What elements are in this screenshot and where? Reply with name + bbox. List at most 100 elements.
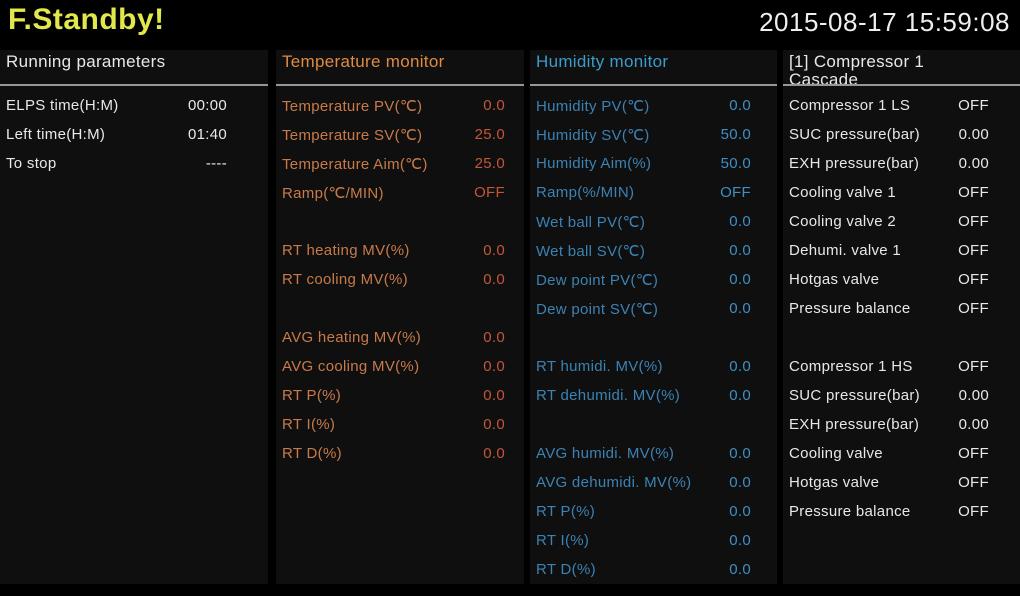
panel-header: Temperature monitor — [276, 50, 524, 86]
row-label: Cooling valve 1 — [789, 184, 897, 201]
monitor-row: AVG cooling MV(%) 0.0 — [276, 352, 524, 381]
row-label: ELPS time(H:M) — [6, 97, 119, 114]
row-label: Dew point SV(℃) — [536, 300, 659, 318]
row-label: To stop — [6, 155, 57, 172]
row-label: EXH pressure(bar) — [789, 416, 920, 433]
row-value: 50.0 — [720, 126, 751, 143]
monitor-row: Temperature SV(℃) 25.0 — [276, 120, 524, 149]
panel-header-line1: Running parameters — [6, 52, 166, 71]
row-label: Humidity Aim(%) — [536, 155, 652, 172]
row-label: Temperature Aim(℃) — [282, 155, 428, 173]
row-value: 0.00 — [958, 155, 989, 172]
row-label: Hotgas valve — [789, 271, 880, 288]
row-value: 0.00 — [958, 416, 989, 433]
panel-rows: Compressor 1 LS OFF SUC pressure(bar) 0.00 E… — [783, 86, 1020, 526]
row-value: OFF — [958, 97, 989, 114]
monitor-row: Ramp(℃/MIN) OFF — [276, 178, 524, 207]
datetime: 2015-08-17 15:59:08 — [759, 7, 1010, 37]
panels-area: Running parameters ELPS time(H:M) 00:00 Le… — [0, 50, 1020, 584]
spacer-row — [530, 410, 777, 439]
row-label: Compressor 1 HS — [789, 358, 913, 375]
row-value: 25.0 — [474, 155, 505, 172]
row-label: RT D(%) — [282, 445, 342, 462]
monitor-row: RT P(%) 0.0 — [530, 497, 777, 526]
row-value: ---- — [205, 155, 227, 172]
monitor-row: RT D(%) 0.0 — [276, 439, 524, 468]
panel-rows: ELPS time(H:M) 00:00 Left time(H:M) 01:40 To… — [0, 86, 268, 178]
monitor-row: Cooling valve 2 OFF — [783, 207, 1020, 236]
row-label: Cooling valve 2 — [789, 213, 897, 230]
row-value: 0.0 — [729, 532, 751, 549]
monitor-row: Wet ball PV(℃) 0.0 — [530, 207, 777, 236]
row-value: 0.0 — [483, 387, 505, 404]
row-label: RT dehumidi. MV(%) — [536, 387, 681, 404]
titlebar: F.Standby! 2015-08-17 15:59:08 — [0, 0, 1020, 50]
row-label: Ramp(%/MIN) — [536, 184, 635, 201]
row-value: OFF — [958, 213, 989, 230]
row-label: Hotgas valve — [789, 474, 880, 491]
row-value: 50.0 — [720, 155, 751, 172]
monitor-row: Humidity SV(℃) 50.0 — [530, 120, 777, 149]
row-label: Wet ball PV(℃) — [536, 213, 646, 231]
monitor-row: Pressure balance OFF — [783, 497, 1020, 526]
row-label: AVG heating MV(%) — [282, 329, 422, 346]
panel-header-line1: Humidity monitor — [536, 52, 669, 71]
monitor-row: SUC pressure(bar) 0.00 — [783, 120, 1020, 149]
monitor-row: Wet ball SV(℃) 0.0 — [530, 236, 777, 265]
monitor-row: RT I(%) 0.0 — [276, 410, 524, 439]
row-label: AVG cooling MV(%) — [282, 358, 420, 375]
monitor-row: Temperature PV(℃) 0.0 — [276, 91, 524, 120]
row-value: 0.0 — [729, 561, 751, 578]
monitor-row: Left time(H:M) 01:40 — [0, 120, 268, 149]
panel-running-parameters: Running parameters ELPS time(H:M) 00:00 Le… — [0, 50, 268, 584]
row-value: OFF — [958, 358, 989, 375]
row-label: RT humidi. MV(%) — [536, 358, 663, 375]
panel-humidity-monitor: Humidity monitor Humidity PV(℃) 0.0 Humidi… — [530, 50, 777, 584]
row-label: RT D(%) — [536, 561, 596, 578]
row-value: OFF — [958, 242, 989, 259]
row-label: Pressure balance — [789, 300, 911, 317]
spacer-row — [276, 294, 524, 323]
monitor-row: Cooling valve OFF — [783, 439, 1020, 468]
monitor-row: AVG dehumidi. MV(%) 0.0 — [530, 468, 777, 497]
monitor-row: SUC pressure(bar) 0.00 — [783, 381, 1020, 410]
monitor-row: RT dehumidi. MV(%) 0.0 — [530, 381, 777, 410]
monitor-row: EXH pressure(bar) 0.00 — [783, 149, 1020, 178]
row-label: SUC pressure(bar) — [789, 387, 920, 404]
row-value: 0.00 — [958, 126, 989, 143]
monitor-row: Cooling valve 1 OFF — [783, 178, 1020, 207]
row-label: Dew point PV(℃) — [536, 271, 659, 289]
row-value: 01:40 — [187, 126, 227, 143]
monitor-row: Humidity Aim(%) 50.0 — [530, 149, 777, 178]
row-value: OFF — [958, 271, 989, 288]
row-value: 0.0 — [729, 271, 751, 288]
row-label: RT P(%) — [282, 387, 342, 404]
row-label: RT P(%) — [536, 503, 596, 520]
monitor-row: Hotgas valve OFF — [783, 265, 1020, 294]
row-label: Dehumi. valve 1 — [789, 242, 902, 259]
row-value: 0.0 — [729, 445, 751, 462]
row-value: OFF — [958, 445, 989, 462]
panel-header-line2: Cascade — [789, 70, 859, 86]
row-value: 25.0 — [474, 126, 505, 143]
monitor-row: RT heating MV(%) 0.0 — [276, 236, 524, 265]
monitor-row: Compressor 1 HS OFF — [783, 352, 1020, 381]
row-label: Wet ball SV(℃) — [536, 242, 646, 260]
row-value: 0.0 — [483, 358, 505, 375]
monitor-row: RT I(%) 0.0 — [530, 526, 777, 555]
spacer-row — [783, 323, 1020, 352]
spacer-row — [276, 207, 524, 236]
monitor-row: ELPS time(H:M) 00:00 — [0, 91, 268, 120]
row-value: 0.0 — [729, 358, 751, 375]
row-value: 0.00 — [958, 387, 989, 404]
monitor-row: AVG heating MV(%) 0.0 — [276, 323, 524, 352]
row-value: 0.0 — [483, 271, 505, 288]
monitor-row: RT P(%) 0.0 — [276, 381, 524, 410]
monitor-row: RT humidi. MV(%) 0.0 — [530, 352, 777, 381]
row-value: 0.0 — [729, 213, 751, 230]
row-value: 0.0 — [729, 503, 751, 520]
row-value: 0.0 — [729, 242, 751, 259]
monitor-row: Ramp(%/MIN) OFF — [530, 178, 777, 207]
row-label: SUC pressure(bar) — [789, 126, 920, 143]
